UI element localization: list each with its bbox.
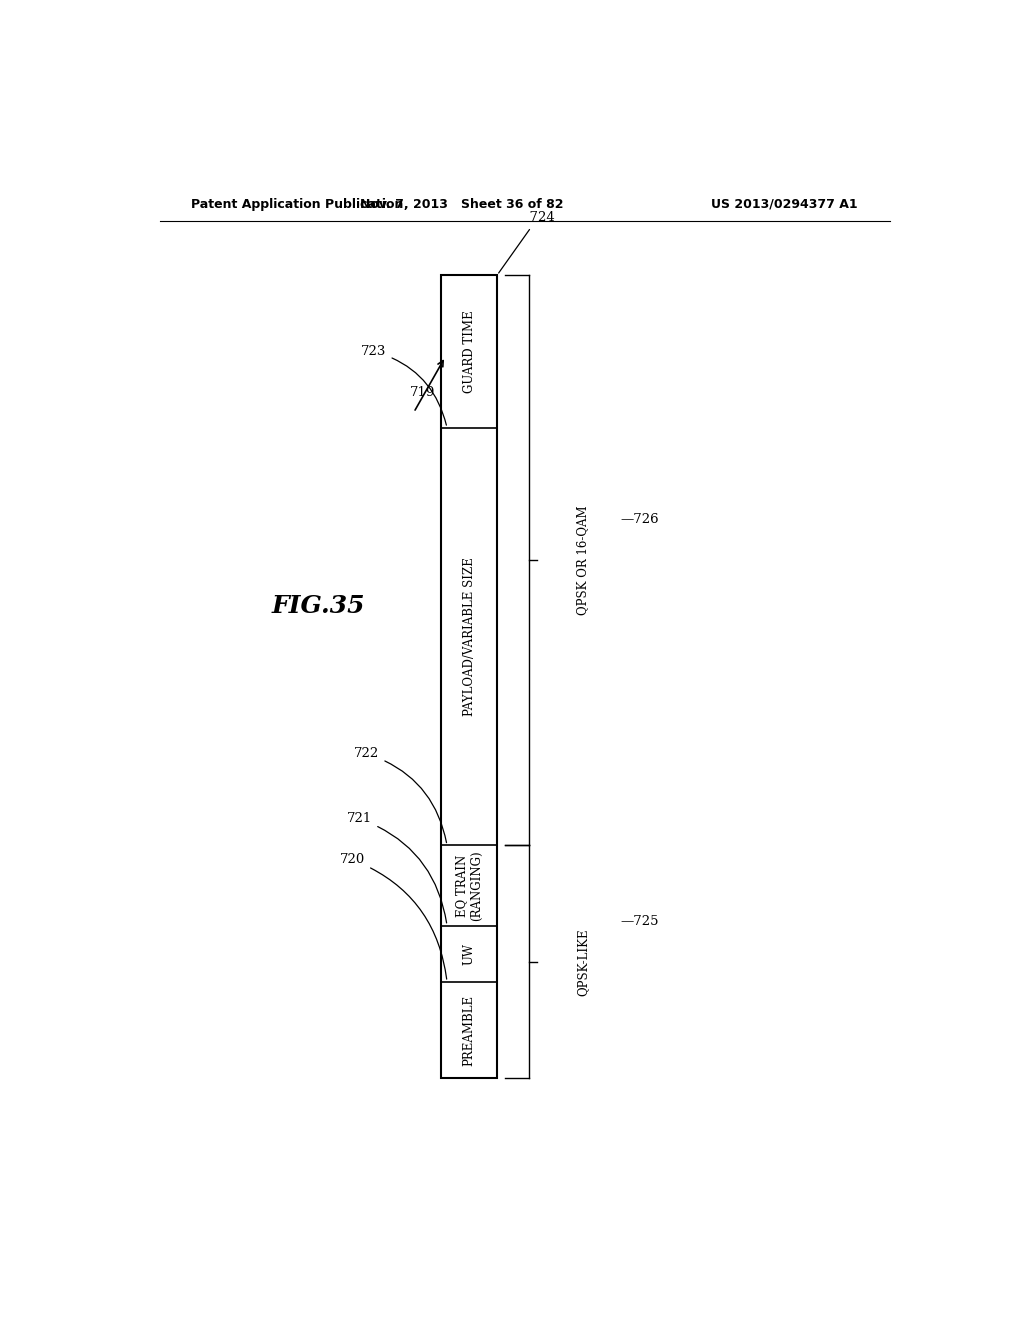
Text: US 2013/0294377 A1: US 2013/0294377 A1: [712, 198, 858, 211]
Text: —726: —726: [621, 513, 658, 527]
Text: UW: UW: [463, 942, 476, 965]
Text: PAYLOAD/VARIABLE SIZE: PAYLOAD/VARIABLE SIZE: [463, 557, 476, 715]
Bar: [441, 276, 497, 1078]
Text: EQ TRAIN
(RANGING): EQ TRAIN (RANGING): [456, 850, 483, 921]
Text: QPSK OR 16-QAM: QPSK OR 16-QAM: [577, 506, 590, 615]
Text: QPSK-LIKE: QPSK-LIKE: [577, 928, 590, 995]
Text: Patent Application Publication: Patent Application Publication: [191, 198, 403, 211]
Text: 721: 721: [347, 812, 446, 923]
Text: 724: 724: [499, 211, 555, 273]
Text: 723: 723: [361, 345, 446, 425]
Text: FIG.35: FIG.35: [271, 594, 366, 618]
Text: GUARD TIME: GUARD TIME: [463, 310, 476, 393]
Text: —725: —725: [621, 915, 658, 928]
Text: 720: 720: [340, 854, 446, 979]
Text: 719: 719: [410, 385, 435, 399]
Text: PREAMBLE: PREAMBLE: [463, 994, 476, 1065]
Text: 722: 722: [354, 747, 446, 842]
Text: Nov. 7, 2013   Sheet 36 of 82: Nov. 7, 2013 Sheet 36 of 82: [359, 198, 563, 211]
